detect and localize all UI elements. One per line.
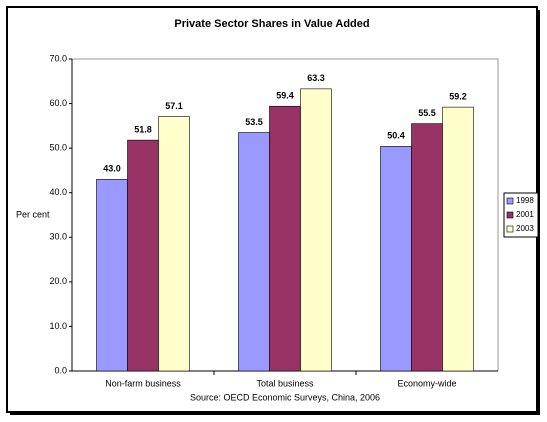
value-label: 43.0 xyxy=(103,164,121,174)
bar xyxy=(269,105,301,372)
bar xyxy=(380,146,412,372)
y-tick-label: 10.0 xyxy=(49,321,67,331)
y-tick-label: 50.0 xyxy=(49,143,67,153)
x-tick-label: Total business xyxy=(256,378,314,388)
legend-label: 1998 xyxy=(516,196,534,205)
legend-swatch xyxy=(506,225,514,233)
y-tick-label: 60.0 xyxy=(49,98,67,108)
value-label: 57.1 xyxy=(165,101,183,111)
y-tick-label: 40.0 xyxy=(49,187,67,197)
legend-swatch xyxy=(506,197,514,205)
value-label: 51.8 xyxy=(134,124,152,134)
value-label: 63.3 xyxy=(307,73,325,83)
value-label: 53.5 xyxy=(245,117,263,127)
bar xyxy=(442,106,474,372)
y-axis-label: Per cent xyxy=(16,209,50,219)
value-label: 55.5 xyxy=(418,108,436,118)
value-label: 59.2 xyxy=(449,92,467,102)
bar xyxy=(127,139,159,372)
value-label: 59.4 xyxy=(276,91,294,101)
y-tick-label: 20.0 xyxy=(49,276,67,286)
bar xyxy=(238,132,270,372)
chart-title: Private Sector Shares in Value Added xyxy=(174,18,369,30)
value-label: 50.4 xyxy=(387,131,405,141)
bar xyxy=(96,179,128,372)
x-tick-label: Economy-wide xyxy=(397,378,456,388)
bar xyxy=(158,116,190,372)
source-note: Source: OECD Economic Surveys, China, 20… xyxy=(190,392,380,402)
x-tick-label: Non-farm business xyxy=(105,378,181,388)
y-tick-label: 70.0 xyxy=(49,53,67,63)
bar xyxy=(300,88,332,372)
bar xyxy=(411,123,443,372)
y-tick-label: 30.0 xyxy=(49,232,67,242)
legend-label: 2003 xyxy=(516,224,534,233)
legend-label: 2001 xyxy=(516,210,534,219)
y-tick-label: 0.0 xyxy=(54,365,67,375)
legend-swatch xyxy=(506,211,514,219)
